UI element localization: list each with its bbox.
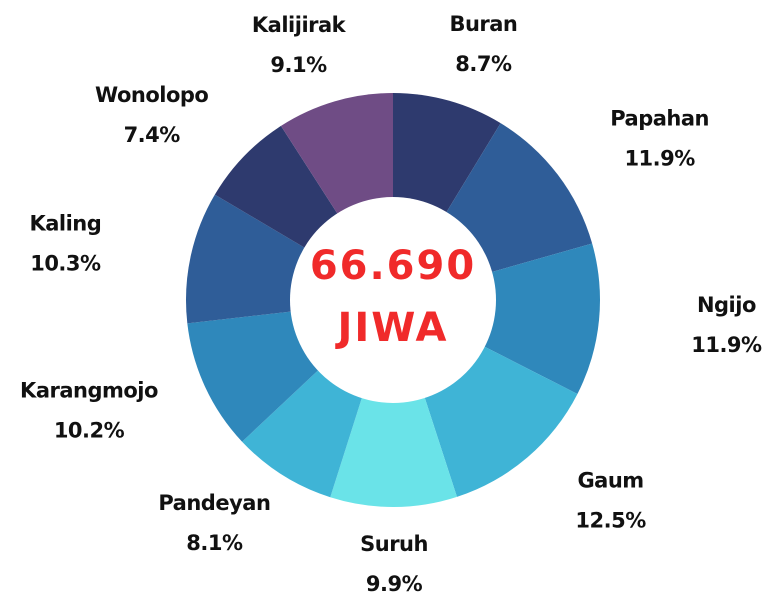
slice-label: Kaling xyxy=(29,212,101,236)
slice-label: Wonolopo xyxy=(95,83,208,107)
value-label: 9.9% xyxy=(366,572,423,596)
slice-label: Gaum xyxy=(577,469,643,493)
value-label: 12.5% xyxy=(575,509,646,533)
slice-label: Suruh xyxy=(360,532,428,556)
slice-label: Ngijo xyxy=(697,293,756,317)
value-label: 8.1% xyxy=(186,531,243,555)
center-text: 66.690 xyxy=(310,243,476,289)
slice-label: Karangmojo xyxy=(20,378,158,402)
value-label: 11.9% xyxy=(624,147,695,171)
slice xyxy=(330,300,457,507)
center-text: JIWA xyxy=(334,305,448,351)
value-label: 11.9% xyxy=(691,333,762,357)
value-label: 8.7% xyxy=(455,52,512,76)
value-label: 7.4% xyxy=(124,123,181,147)
slice-label: Pandeyan xyxy=(158,491,270,515)
value-label: 10.3% xyxy=(30,252,101,276)
donut-hole xyxy=(290,197,496,403)
slice xyxy=(393,243,600,394)
value-label: 10.2% xyxy=(54,418,125,442)
slice-label: Kalijirak xyxy=(252,13,347,37)
slice-label: Papahan xyxy=(610,107,709,131)
value-label: 9.1% xyxy=(270,53,327,77)
slice-label: Buran xyxy=(449,12,517,36)
